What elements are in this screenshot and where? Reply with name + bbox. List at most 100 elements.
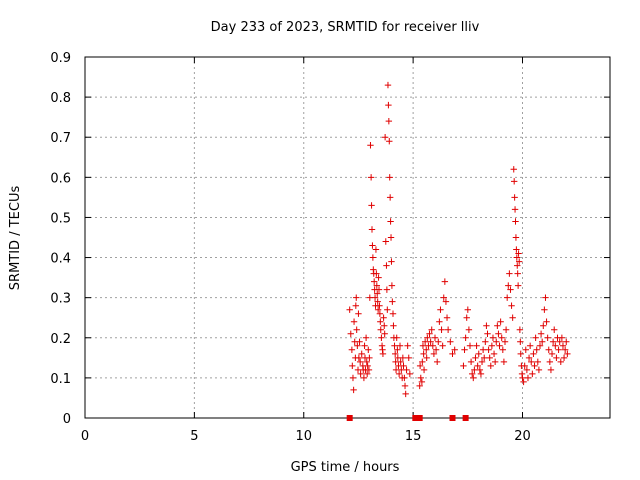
data-point <box>387 218 394 225</box>
data-point <box>391 342 398 349</box>
y-tick-label: 0.4 <box>50 252 71 267</box>
data-point <box>393 334 400 341</box>
data-point <box>366 354 373 362</box>
data-point <box>531 362 538 370</box>
data-point <box>350 386 357 394</box>
data-point <box>490 350 498 358</box>
data-point <box>390 322 397 329</box>
data-point <box>545 346 552 354</box>
data-point <box>406 370 414 378</box>
data-point <box>387 234 395 241</box>
data-point <box>447 338 454 345</box>
data-point-zero <box>416 415 423 421</box>
data-point <box>493 338 500 345</box>
data-point <box>373 282 381 289</box>
data-point <box>362 334 370 341</box>
data-point <box>556 338 563 345</box>
data-point <box>404 342 411 349</box>
data-point <box>537 330 545 337</box>
grid-lines <box>85 57 610 418</box>
data-point <box>435 338 442 345</box>
data-point <box>512 218 519 225</box>
data-point <box>512 234 520 241</box>
data-point <box>462 334 469 341</box>
data-point <box>361 342 368 349</box>
data-point <box>430 350 438 358</box>
data-point <box>376 310 384 317</box>
data-point <box>519 374 526 382</box>
data-point <box>540 322 547 329</box>
data-point <box>347 330 354 337</box>
data-point <box>521 362 528 370</box>
data-point <box>427 338 434 345</box>
data-point <box>367 142 374 149</box>
data-point <box>479 346 487 354</box>
data-point <box>386 174 393 181</box>
data-point <box>378 334 385 341</box>
data-point <box>543 318 550 325</box>
data-point <box>529 370 536 378</box>
data-point <box>553 354 560 362</box>
data-point <box>368 202 375 209</box>
data-point <box>558 334 566 341</box>
x-axis-title: GPS time / hours <box>291 460 400 475</box>
x-tick-label: 15 <box>405 429 422 444</box>
y-tick-label: 0.3 <box>50 292 71 307</box>
data-point <box>497 318 504 325</box>
y-tick-label: 0.5 <box>50 211 71 226</box>
data-point <box>401 382 409 390</box>
data-point <box>551 326 558 333</box>
data-point <box>502 326 510 333</box>
data-point <box>356 358 364 366</box>
data-point <box>363 370 371 378</box>
data-point <box>436 318 443 325</box>
y-tick-label: 0.2 <box>50 332 71 347</box>
data-point <box>379 350 387 358</box>
y-tick-label: 0.1 <box>50 372 71 387</box>
data-point <box>451 346 458 354</box>
data-point <box>355 354 363 362</box>
data-point <box>423 354 430 362</box>
data-point <box>464 306 472 313</box>
data-point <box>475 350 482 358</box>
data-point <box>389 310 397 317</box>
data-point <box>496 342 503 349</box>
data-point <box>416 362 424 370</box>
data-point <box>513 254 521 261</box>
data-point <box>356 338 363 345</box>
data-point <box>399 354 407 362</box>
data-point <box>516 258 523 265</box>
data-point <box>354 342 361 349</box>
data-point <box>381 322 388 329</box>
data-point <box>546 358 554 366</box>
data-point <box>388 282 396 289</box>
y-tick-label: 0.6 <box>50 171 71 186</box>
data-point <box>385 101 392 109</box>
data-point <box>346 306 353 313</box>
data-point <box>396 342 404 349</box>
data-point <box>423 346 430 354</box>
data-point <box>431 334 439 341</box>
data-point <box>395 370 403 378</box>
data-point <box>381 330 388 337</box>
data-point <box>467 358 475 366</box>
data-point <box>482 338 489 345</box>
data-point <box>532 334 539 341</box>
data-point <box>515 250 522 257</box>
data-point <box>526 342 534 349</box>
data-point <box>437 306 444 313</box>
data-point <box>429 342 437 349</box>
data-point <box>357 370 364 378</box>
data-point <box>507 286 514 293</box>
data-point <box>348 346 356 354</box>
data-point <box>552 342 559 349</box>
data-point <box>360 374 368 382</box>
data-point <box>365 366 373 374</box>
data-point <box>374 290 381 297</box>
data-point <box>365 346 372 354</box>
data-point <box>487 362 494 370</box>
data-point <box>428 326 435 333</box>
data-point <box>513 246 520 253</box>
data-point <box>555 346 562 354</box>
data-point <box>485 346 492 354</box>
